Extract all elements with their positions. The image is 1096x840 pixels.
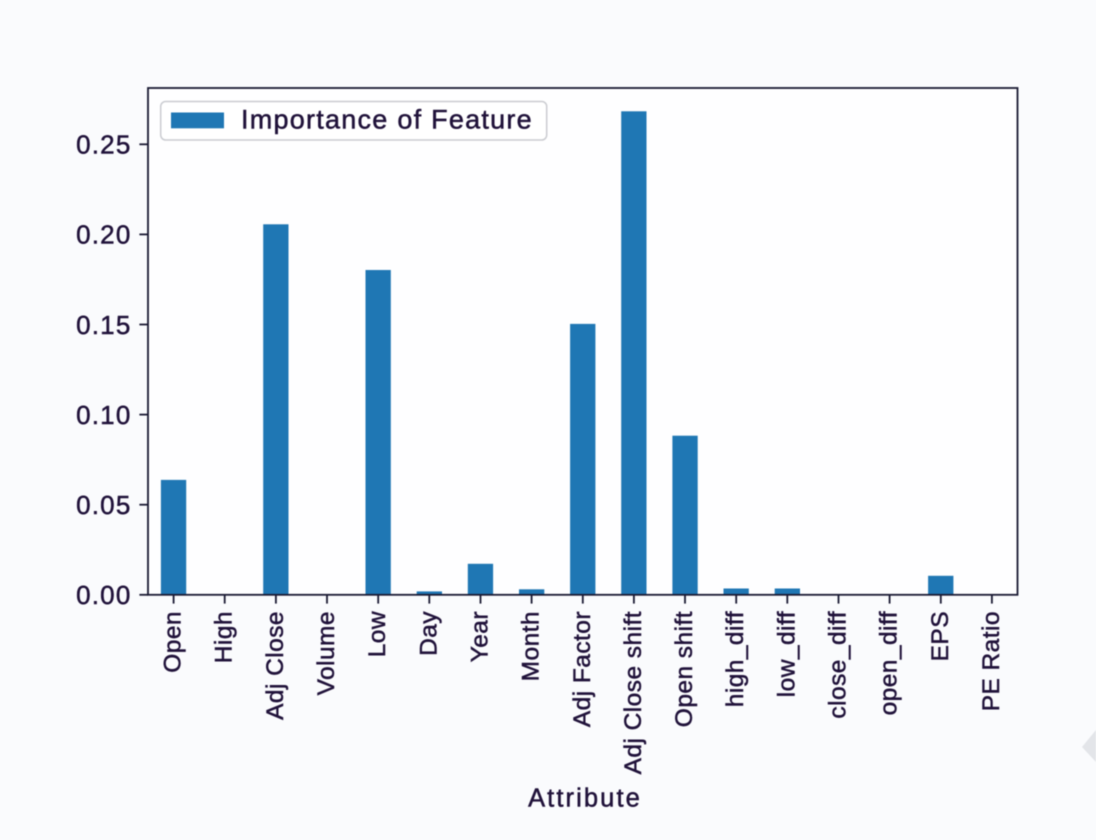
svg-text:0.15: 0.15 [76,310,131,340]
svg-text:open_diff: open_diff [876,611,903,715]
svg-text:Importance of Feature: Importance of Feature [241,105,533,135]
svg-text:low_diff: low_diff [773,611,800,697]
svg-text:Adj Factor: Adj Factor [569,611,596,727]
svg-text:Adj Close: Adj Close [262,611,289,720]
svg-text:High: High [211,611,238,663]
svg-text:0.00: 0.00 [76,580,131,610]
svg-text:Low: Low [364,611,391,657]
svg-text:0.05: 0.05 [76,490,131,520]
svg-text:EPS: EPS [927,611,954,661]
svg-text:Adj Close shift: Adj Close shift [620,611,647,774]
svg-text:0.25: 0.25 [76,130,131,160]
svg-text:close_diff: close_diff [825,611,852,719]
svg-text:Month: Month [518,611,545,681]
svg-text:0.10: 0.10 [76,400,131,430]
svg-text:Open shift: Open shift [671,611,698,727]
svg-text:high_diff: high_diff [722,611,749,707]
svg-text:Day: Day [415,611,442,656]
svg-text:Year: Year [467,611,494,662]
svg-text:PE Ratio: PE Ratio [978,611,1005,711]
svg-text:0.20: 0.20 [76,220,131,250]
svg-text:Attribute: Attribute [528,785,642,813]
svg-text:Open: Open [160,611,187,673]
svg-text:Volume: Volume [313,611,340,695]
